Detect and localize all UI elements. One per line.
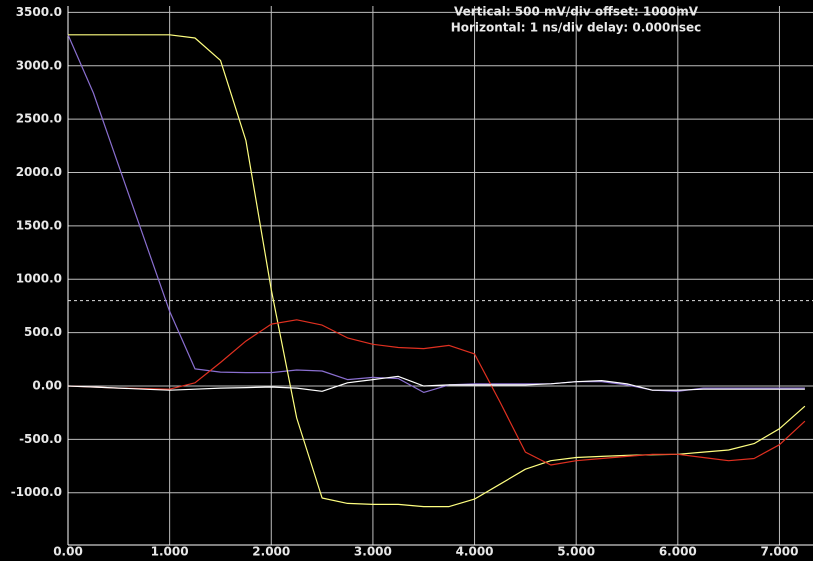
trace <box>68 34 806 508</box>
trace <box>67 34 805 393</box>
trace <box>67 319 806 466</box>
y-tick-label: 500.0 <box>24 325 62 339</box>
y-tick-label: -500.0 <box>19 432 62 446</box>
annotation: Horizontal: 1 ns/div delay: 0.000nsec <box>451 21 702 35</box>
y-tick-label: 3500.0 <box>16 5 62 19</box>
x-tick-label: 4.000 <box>456 545 494 559</box>
y-tick-label: 2500.0 <box>16 112 62 126</box>
y-tick-label: 2000.0 <box>16 165 62 179</box>
x-tick-label: 5.000 <box>557 545 595 559</box>
x-tick-label: 2.000 <box>252 545 290 559</box>
y-tick-label: 1000.0 <box>16 272 62 286</box>
x-tick-label: 0.00 <box>53 545 83 559</box>
x-tick-label: 7.000 <box>760 545 798 559</box>
x-tick-label: 6.000 <box>659 545 697 559</box>
y-tick-label: 0.00 <box>32 378 62 392</box>
y-tick-label: 3000.0 <box>16 58 62 72</box>
trace <box>67 375 805 392</box>
annotation: Vertical: 500 mV/div offset: 1000mV <box>454 5 699 19</box>
y-tick-label: -1000.0 <box>11 485 62 499</box>
x-tick-label: 1.000 <box>151 545 189 559</box>
x-tick-label: 3.000 <box>354 545 392 559</box>
y-tick-label: 1500.0 <box>16 218 62 232</box>
